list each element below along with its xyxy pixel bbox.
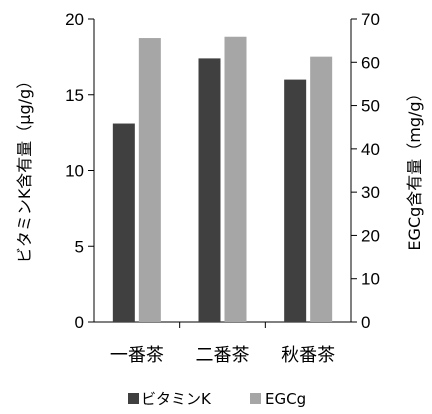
bar-vitamin-k <box>198 58 221 322</box>
bar-egcg <box>310 56 333 323</box>
left-tick-label: 5 <box>75 237 84 256</box>
right-axis-title: EGCg含有量（mg/g） <box>405 85 424 250</box>
left-tick-label: 15 <box>65 86 84 105</box>
right-tick-label: 30 <box>361 183 380 202</box>
right-tick-label: 50 <box>361 97 380 116</box>
left-axis-title: ビタミンK含有量（μg/g） <box>15 73 34 263</box>
right-tick-label: 0 <box>361 313 370 332</box>
bar-egcg <box>138 38 161 322</box>
legend-swatch-vitamin-k <box>128 393 139 404</box>
right-tick-label: 20 <box>361 226 380 245</box>
right-tick-label: 60 <box>361 53 380 72</box>
legend: ビタミンK EGCg <box>128 390 306 408</box>
category-label: 一番茶 <box>110 345 164 366</box>
right-tick-label: 10 <box>361 270 380 289</box>
left-tick-label: 20 <box>65 10 84 29</box>
legend-label-vitamin-k: ビタミンK <box>141 390 212 408</box>
category-label: 二番茶 <box>196 345 250 366</box>
bar-vitamin-k <box>112 123 135 322</box>
legend-label-egcg: EGCg <box>265 390 306 408</box>
left-tick-label: 0 <box>75 313 84 332</box>
left-tick-label: 10 <box>65 162 84 181</box>
right-tick-label: 70 <box>361 10 380 29</box>
right-tick-label: 40 <box>361 140 380 159</box>
bar-vitamin-k <box>284 79 307 322</box>
plot-area: 0 5 10 15 20 0 10 20 30 40 50 60 70 一番茶 二番茶 秋番茶 <box>65 10 380 366</box>
bar-egcg <box>224 36 247 323</box>
legend-swatch-egcg <box>250 393 261 404</box>
category-label: 秋番茶 <box>281 345 335 366</box>
